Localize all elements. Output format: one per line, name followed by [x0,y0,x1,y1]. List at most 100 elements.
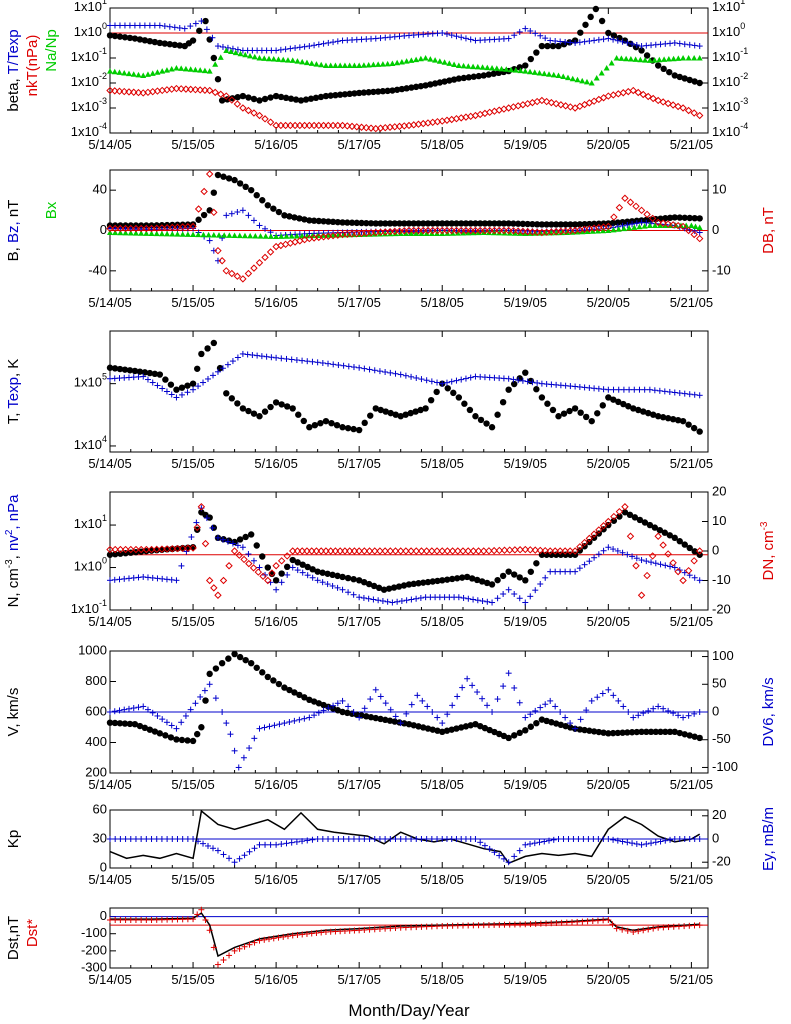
data-point [135,704,142,711]
data-point [461,400,468,407]
data-point [339,424,346,431]
data-point [468,575,476,582]
data-point [498,65,505,72]
data-point [136,722,144,730]
data-point [626,511,634,519]
data-point [586,558,593,565]
data-point [251,939,258,946]
data-point [511,732,518,739]
data-point [619,89,627,97]
data-point [690,109,698,117]
data-point [676,538,683,545]
data-point [489,64,496,71]
data-point [465,922,472,929]
data-point [229,45,236,52]
data-point [166,23,173,30]
y-tick-label: 1x10-1 [71,46,107,64]
data-point [665,707,672,714]
data-point [232,49,239,56]
data-point [464,675,471,682]
data-point [327,62,334,69]
data-point [254,568,263,576]
data-point [330,836,337,842]
data-point [164,230,171,237]
data-point [654,62,662,69]
data-point [439,720,446,727]
data-point [233,100,242,108]
data-point [511,380,518,388]
data-point [211,88,219,97]
data-point [576,221,584,228]
data-point [543,920,550,927]
data-point [477,416,485,424]
data-point [370,596,377,603]
data-point [696,428,703,435]
data-point [551,547,559,555]
y-tick-label: 200 [85,764,107,779]
data-point [410,220,417,227]
data-point [433,547,441,555]
data-point [324,570,331,577]
data-point [261,95,269,103]
data-point [169,836,176,842]
data-point [361,836,368,842]
data-point [587,13,594,21]
data-point [153,836,160,842]
data-point [389,60,396,67]
data-point [261,115,269,123]
data-point [667,563,674,570]
data-point [681,390,688,397]
data-point [179,231,186,237]
data-point [142,545,151,554]
x-tick-label: 5/16/05 [254,777,297,792]
data-point [403,597,410,604]
x-tick-label: 5/18/05 [421,777,464,792]
y-tick-label: -200 [81,942,107,957]
y2-tick-label: 1x10-3 [712,96,748,114]
data-point [272,92,280,100]
data-point [253,664,260,671]
data-point [533,221,541,228]
data-point [662,837,669,844]
data-point [428,836,435,842]
data-point [595,220,603,227]
data-point [181,25,188,32]
y-tick-label: 800 [85,673,107,688]
data-point [504,226,513,235]
data-point [624,729,631,736]
data-point [422,82,429,89]
data-point [240,754,247,761]
data-point [283,563,291,571]
data-point [335,836,342,842]
data-point [159,68,166,74]
data-point [283,233,290,239]
data-point [417,594,424,601]
data-point [210,584,218,592]
data-point [588,697,595,704]
data-point [453,220,460,227]
data-point [679,417,687,425]
y2-axis-label: DB, nT [760,207,777,254]
y2-tick-label: 1x10-4 [712,121,748,139]
data-point [168,223,176,232]
data-point [419,697,426,704]
data-point [196,86,204,94]
data-point [669,559,677,567]
data-point [424,220,432,227]
data-point [377,406,384,414]
data-point [413,374,420,381]
data-point [449,702,456,709]
data-point [309,574,316,581]
data-point [184,225,191,232]
data-point [239,104,247,112]
data-point [350,364,357,371]
data-point [469,682,476,689]
data-point [268,569,276,577]
data-point [480,922,487,929]
data-point [284,933,291,940]
data-point [308,60,315,66]
x-tick-label: 5/15/05 [171,614,214,629]
y-tick-label: 1x10-4 [71,121,107,139]
data-point [665,56,672,62]
x-axis-title: Month/Day/Year [348,1001,470,1020]
